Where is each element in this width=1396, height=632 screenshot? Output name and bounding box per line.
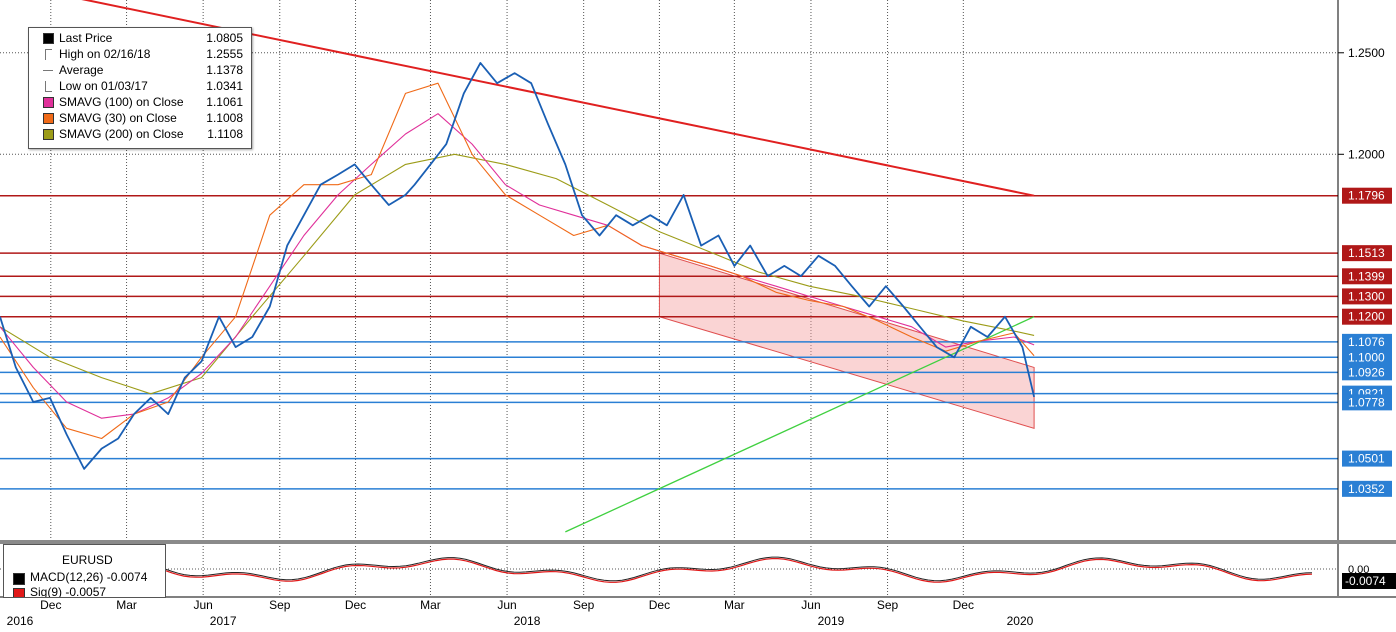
x-tick-label: Mar [724,598,745,612]
level-tag [1342,288,1392,305]
macd-label: MACD(12,26) [30,570,104,584]
legend-value: 1.0341 [206,79,243,93]
level-tag-label: 1.1200 [1348,310,1385,324]
level-tag [1342,349,1392,366]
level-tag-label: 1.1513 [1348,246,1385,260]
panel-divider [0,540,1396,544]
legend-value: 1.0805 [206,31,243,45]
legend-item: Average 1.1378 [29,62,251,78]
level-tags: 1.1796 1.1513 1.1399 1.1300 1.1200 1.10761.10… [1342,187,1392,497]
legend-label: Low on 01/03/17 [59,79,148,93]
legend-label: High on 02/16/18 [59,47,151,61]
level-tag-label: 1.0352 [1348,482,1385,496]
year-label: 2019 [818,614,845,628]
legend-label: Last Price [59,31,113,45]
legend-swatch [43,33,54,44]
year-label: 2020 [1007,614,1034,628]
level-tag [1342,245,1392,262]
x-tick-label: Mar [420,598,441,612]
legend-value: 1.1108 [207,127,243,141]
y-tick-label: 1.2500 [1348,46,1385,60]
legend-item: SMAVG (100) on Close 1.1061 [29,94,251,110]
average-marker-icon [43,70,53,71]
legend-label: SMAVG (200) on Close [59,127,184,141]
macd-swatch [13,573,25,585]
macd-value: -0.0074 [106,570,148,584]
x-tick-label: Sep [877,598,899,612]
legend-swatch [43,97,54,108]
signal-swatch [13,588,25,597]
legend-label: SMAVG (30) on Close [59,111,177,125]
price-series [0,62,1035,470]
y-tick-label: 1.2000 [1348,147,1385,161]
x-tick-label: Jun [801,598,820,612]
year-label: 2018 [514,614,541,628]
x-tick-label: Dec [40,598,61,612]
legend-swatch [43,113,54,124]
x-tick-label: Dec [649,598,670,612]
x-axis: Dec Mar Jun Sep Dec Mar Jun Sep Dec Mar Jun Sep Dec 2… [0,596,1396,628]
macd-value-tag [1342,573,1396,589]
legend-value: 1.1061 [206,95,243,109]
macd-line [159,556,1313,582]
year-label: 2017 [210,614,237,628]
x-tick-label: Jun [497,598,516,612]
x-tick-label: Sep [269,598,291,612]
signal-value: -0.0057 [65,585,107,598]
legend-value: 1.1008 [206,111,243,125]
macd-value-tag-label: -0.0074 [1345,574,1386,588]
level-tag-label: 1.0501 [1348,452,1385,466]
x-tick-label: Dec [953,598,974,612]
year-label: 2016 [7,614,34,628]
level-tag [1342,480,1392,497]
level-tag-label: 1.1000 [1348,350,1385,364]
macd-panel: 0.00-0.0074 [0,540,1396,596]
macd-title: EURUSD [62,553,113,567]
level-tag-label: 1.0926 [1348,365,1385,379]
level-tag [1342,450,1392,467]
legend-item: SMAVG (200) on Close 1.1108 [29,126,251,142]
legend-value: 1.2555 [206,47,243,61]
level-tag-label: 1.1076 [1348,335,1385,349]
level-tag-label: 1.1796 [1348,189,1385,203]
level-tag [1342,268,1392,285]
horizontal-levels [0,194,1338,490]
signal-label: Sig(9) [30,585,63,598]
level-tag-label: 1.1399 [1348,269,1385,283]
legend-item: Low on 01/03/17 1.0341 [29,78,251,94]
y-axis: 1.2500 1.2000 [1337,0,1385,540]
high-marker-icon [45,49,52,60]
level-tag-label: 1.1300 [1348,289,1385,303]
level-tag [1342,308,1392,325]
signal-line [159,557,1313,583]
legend-label: SMAVG (100) on Close [59,95,184,109]
legend-value: 1.1378 [206,63,243,77]
legend-swatch [43,129,54,140]
low-marker-icon [45,81,52,92]
legend: Last Price 1.0805 High on 02/16/18 1.255… [28,27,252,149]
level-tag [1342,187,1392,204]
macd-legend: EURUSD MACD(12,26) -0.0074 Sig(9) -0.005… [3,544,166,598]
macd-legend-item: MACD(12,26) -0.0074 [4,570,165,585]
x-tick-label: Sep [573,598,595,612]
macd-legend-item: Sig(9) -0.0057 [4,585,165,598]
level-tag [1342,364,1392,381]
x-tick-label: Mar [116,598,137,612]
legend-item: SMAVG (30) on Close 1.1008 [29,110,251,126]
moving-average-series [0,82,1035,440]
legend-item: Last Price 1.0805 [29,30,251,46]
x-tick-label: Dec [345,598,366,612]
series [0,62,1035,470]
legend-label: Average [59,63,104,77]
level-tag [1342,394,1392,411]
moving-average-series [0,153,1035,395]
legend-item: High on 02/16/18 1.2555 [29,46,251,62]
x-tick-label: Jun [193,598,212,612]
level-tag [1342,333,1392,350]
level-tag-label: 1.0778 [1348,395,1385,409]
